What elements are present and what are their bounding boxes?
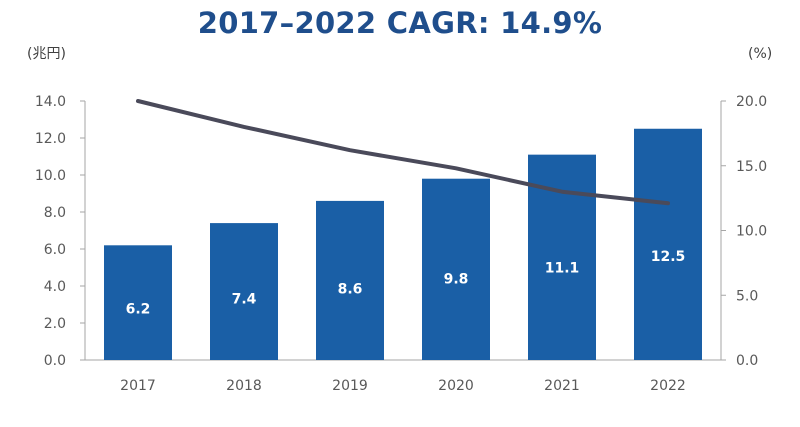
bar xyxy=(104,245,172,360)
left-tick-label: 6.0 xyxy=(44,242,66,258)
bar xyxy=(422,178,490,360)
bar xyxy=(528,154,596,360)
right-tick-label: 20.0 xyxy=(736,94,767,110)
left-tick-label: 10.0 xyxy=(35,168,66,184)
percentage-line xyxy=(136,99,670,206)
bar xyxy=(634,128,702,360)
right-tick-label: 15.0 xyxy=(736,159,767,175)
bar-value-label: 8.6 xyxy=(338,281,363,297)
bar-data-labels: 6.2 7.4 8.6 9.8 11.1 12.5 xyxy=(126,249,686,317)
chart-title: 2017–2022 CAGR: 14.9% xyxy=(197,6,603,40)
x-tick-label: 2021 xyxy=(544,378,580,394)
right-tick-label: 10.0 xyxy=(736,224,767,240)
bar xyxy=(316,200,384,360)
bar-value-label: 9.8 xyxy=(444,271,469,287)
x-tick-label: 2019 xyxy=(332,378,368,394)
bar-value-label: 12.5 xyxy=(651,249,686,265)
x-tick-label: 2017 xyxy=(120,378,156,394)
left-tick-label: 8.0 xyxy=(44,205,66,221)
right-tick-label: 5.0 xyxy=(736,288,758,304)
left-tick-label: 2.0 xyxy=(44,316,66,332)
left-tick-label: 0.0 xyxy=(44,353,66,369)
left-axis-unit: (兆円) xyxy=(27,46,66,62)
bar-value-label: 6.2 xyxy=(126,301,151,317)
right-tick-label: 0.0 xyxy=(736,353,758,369)
bar-series xyxy=(104,128,702,360)
bar xyxy=(210,223,278,360)
left-tick-label: 4.0 xyxy=(44,279,66,295)
x-tick-label: 2020 xyxy=(438,378,474,394)
bar-value-label: 7.4 xyxy=(232,291,257,307)
left-axis-ticks: 0.0 2.0 4.0 6.0 8.0 10.0 12.0 14.0 xyxy=(35,94,85,369)
left-tick-label: 14.0 xyxy=(35,94,66,110)
x-axis-labels: 2017 2018 2019 2020 2021 2022 xyxy=(120,378,686,394)
x-tick-label: 2018 xyxy=(226,378,262,394)
x-tick-label: 2022 xyxy=(650,378,686,394)
right-axis-ticks: 0.0 5.0 10.0 15.0 20.0 xyxy=(721,94,767,369)
right-axis-unit: (%) xyxy=(748,46,772,62)
bar-value-label: 11.1 xyxy=(545,261,580,277)
left-tick-label: 12.0 xyxy=(35,131,66,147)
